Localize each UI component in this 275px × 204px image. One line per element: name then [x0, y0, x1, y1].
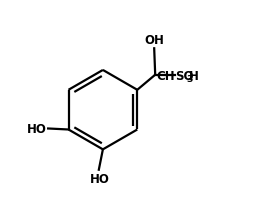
Text: HO: HO	[90, 172, 110, 185]
Text: H: H	[189, 70, 199, 83]
Text: HO: HO	[27, 122, 46, 135]
Text: CH: CH	[156, 70, 175, 83]
Text: SO: SO	[175, 70, 194, 83]
Text: OH: OH	[144, 34, 164, 47]
Text: 3: 3	[186, 74, 192, 83]
